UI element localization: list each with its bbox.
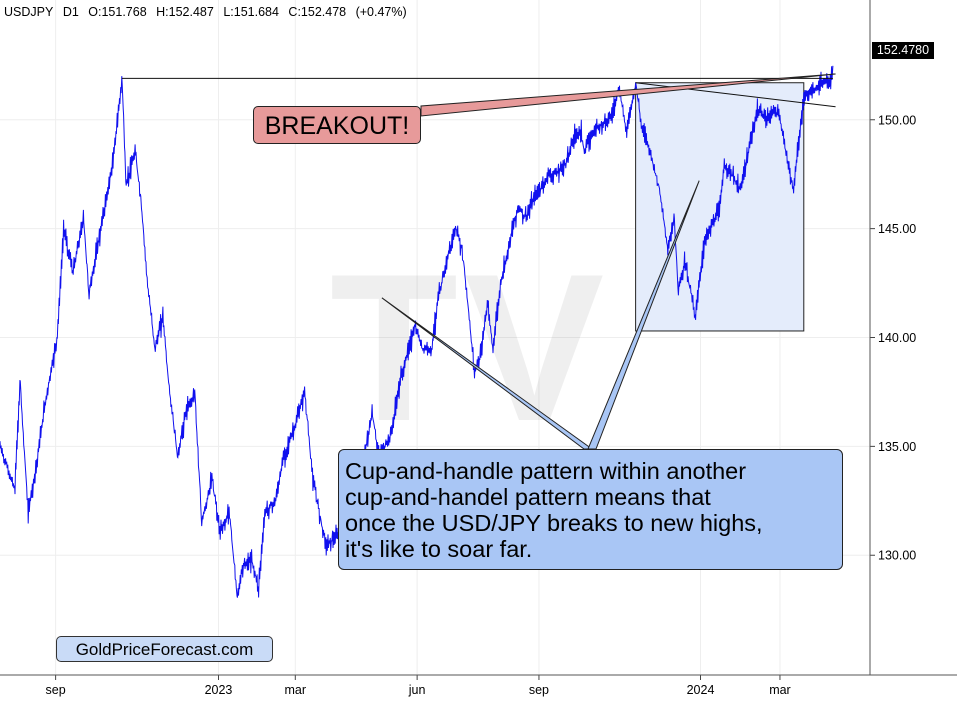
- open-value: O:151.768: [88, 5, 147, 19]
- interval-label: D1: [62, 5, 79, 19]
- price-series: [0, 65, 834, 598]
- y-tick-label: 150.00: [878, 113, 916, 127]
- x-tick-label: jun: [408, 683, 426, 697]
- y-tick-label: 140.00: [878, 331, 916, 345]
- callout-line: once the USD/JPY breaks to new highs,: [345, 510, 763, 536]
- x-tick-label: 2023: [205, 683, 233, 697]
- price-line: [0, 65, 834, 598]
- low-value: L:151.684: [223, 5, 279, 19]
- svg-text:TV: TV: [330, 230, 610, 465]
- callout-line: Cup-and-handle pattern within another: [345, 458, 747, 484]
- symbol-label: USDJPY: [4, 5, 54, 19]
- x-tick-label: sep: [529, 683, 549, 697]
- x-tick-label: mar: [285, 683, 307, 697]
- callout-line: cup-and-handel pattern means that: [345, 484, 711, 510]
- close-value: C:152.478: [288, 5, 347, 19]
- change-value: (+0.47%): [355, 5, 407, 19]
- cup-handle-callout: Cup-and-handle pattern within another cu…: [338, 449, 843, 570]
- y-tick-label: 135.00: [878, 440, 916, 454]
- breakout-callout: BREAKOUT!: [253, 106, 421, 144]
- y-tick-label: 130.00: [878, 549, 916, 563]
- x-tick-label: sep: [46, 683, 66, 697]
- last-price-badge: 152.4780: [872, 42, 934, 59]
- trend-overlays: [121, 73, 836, 450]
- watermark: TV: [330, 230, 610, 465]
- callout-line: it's like to soar far.: [345, 536, 533, 562]
- x-tick-label: 2024: [687, 683, 715, 697]
- breakout-pointer: [420, 73, 836, 117]
- brand-label: GoldPriceForecast.com: [56, 636, 273, 662]
- x-tick-label: mar: [769, 683, 791, 697]
- y-tick-label: 145.00: [878, 222, 916, 236]
- high-value: H:152.487: [156, 5, 214, 19]
- chart-header: USDJPY D1 O:151.768 H:152.487 L:151.684 …: [4, 5, 413, 19]
